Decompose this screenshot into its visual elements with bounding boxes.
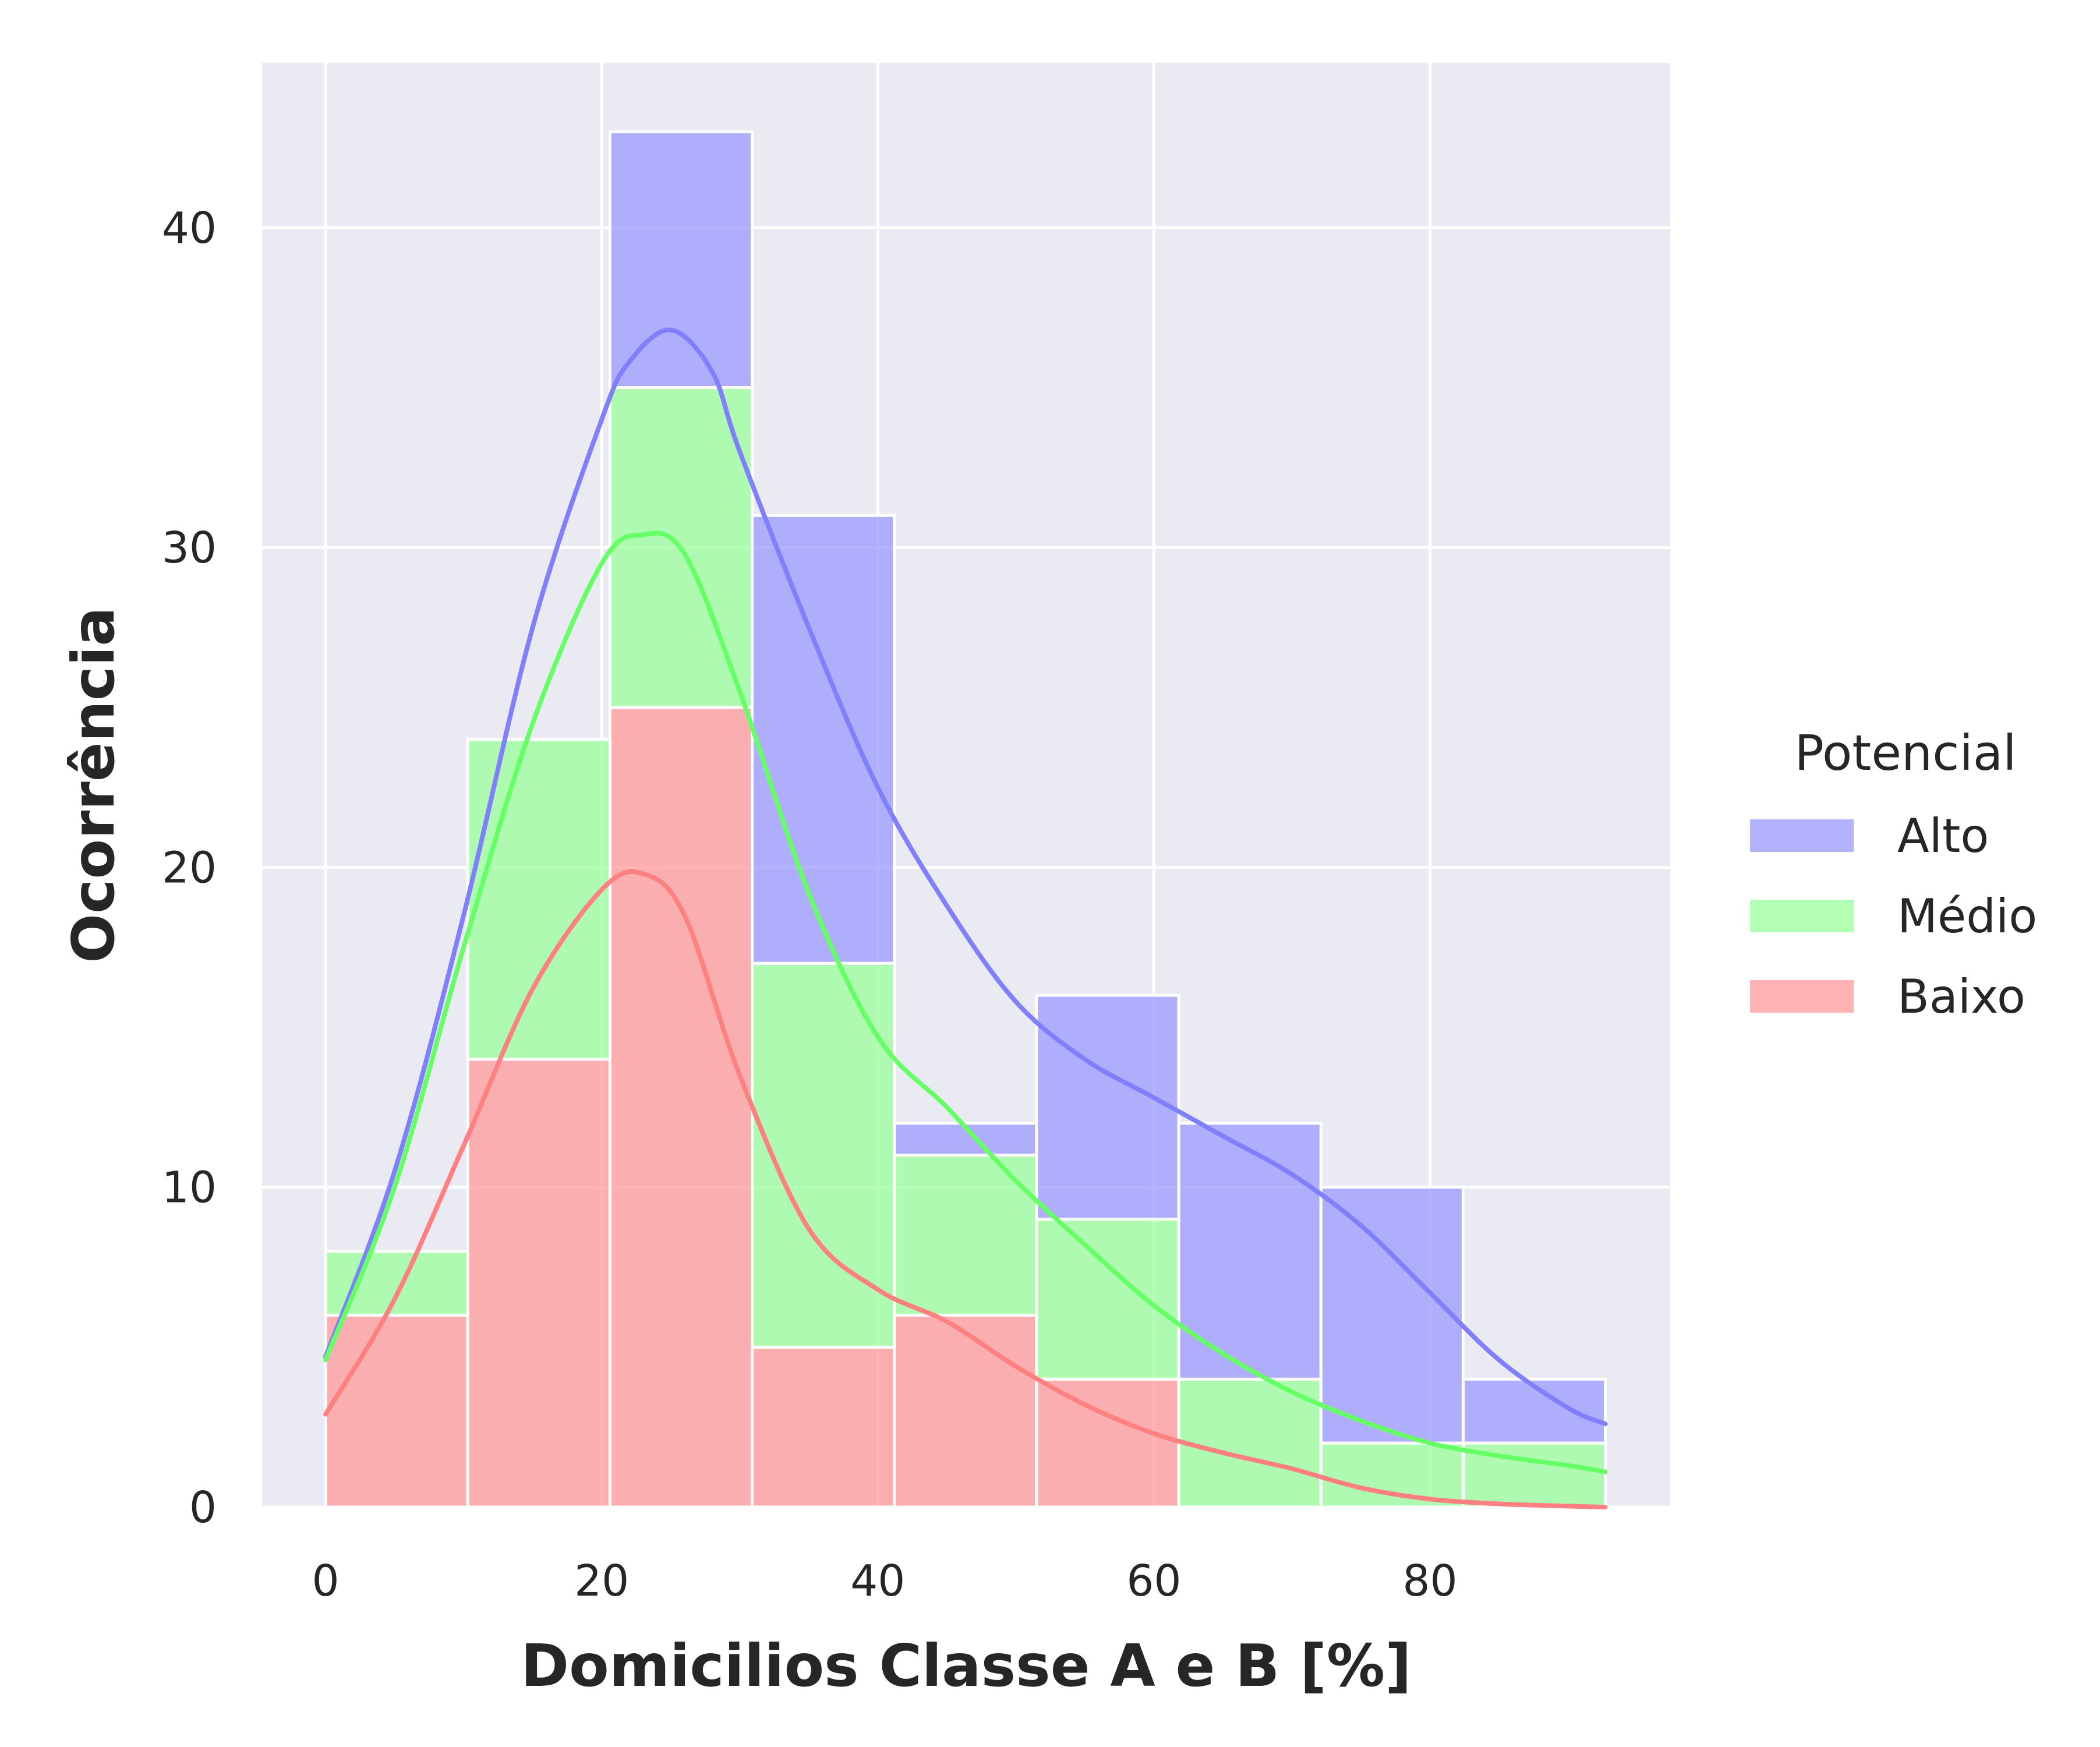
bar-baixo — [751, 1345, 896, 1509]
bar-alto — [751, 514, 896, 965]
kde-line-médio — [323, 531, 1608, 1474]
legend: Potencial Alto Médio Baixo — [1750, 724, 2037, 1024]
bar-alto — [1177, 1122, 1323, 1381]
x-tick-label: 60 — [1126, 1556, 1181, 1606]
y-tick-label: 30 — [162, 523, 217, 573]
y-axis-ticks: 0 10 20 30 40 — [162, 203, 217, 1533]
bar-médio — [1319, 1441, 1465, 1509]
y-axis-title: Ocorrência — [59, 607, 128, 963]
y-tick-label: 40 — [162, 203, 217, 253]
legend-swatch-médio — [1750, 900, 1854, 932]
x-tick-label: 20 — [574, 1556, 629, 1606]
bar-baixo — [466, 1058, 611, 1509]
bar-alto — [1319, 1186, 1465, 1445]
bar-médio — [466, 738, 611, 1061]
bar-baixo — [608, 706, 754, 1509]
legend-title: Potencial — [1794, 724, 2016, 781]
bar-baixo — [893, 1313, 1038, 1509]
bar-médio — [1035, 1218, 1180, 1381]
x-tick-label: 40 — [850, 1556, 905, 1606]
bar-alto — [893, 1122, 1038, 1157]
bar-baixo — [1035, 1377, 1180, 1509]
x-axis-title: Domicilios Classe A e B [%] — [521, 1632, 1412, 1700]
legend-label-médio: Médio — [1897, 889, 2037, 943]
kde-line-alto — [323, 327, 1608, 1427]
bar-médio — [1177, 1377, 1323, 1509]
x-axis-ticks: 0 20 40 60 80 — [312, 1556, 1458, 1606]
y-tick-label: 10 — [162, 1163, 217, 1213]
y-tick-label: 0 — [189, 1483, 217, 1533]
x-tick-label: 0 — [312, 1556, 340, 1606]
bar-alto — [1461, 1377, 1607, 1445]
legend-label-baixo: Baixo — [1897, 970, 2025, 1024]
bar-alto — [608, 130, 754, 390]
kde-curves — [323, 327, 1608, 1509]
legend-swatch-alto — [1750, 819, 1854, 852]
legend-label-alto: Alto — [1897, 809, 1989, 863]
bar-alto — [1035, 993, 1180, 1221]
kde-line-baixo — [323, 869, 1608, 1509]
y-tick-label: 20 — [162, 843, 217, 893]
bar-baixo — [324, 1313, 469, 1509]
legend-swatch-baixo — [1750, 980, 1854, 1013]
x-tick-label: 80 — [1402, 1556, 1457, 1606]
